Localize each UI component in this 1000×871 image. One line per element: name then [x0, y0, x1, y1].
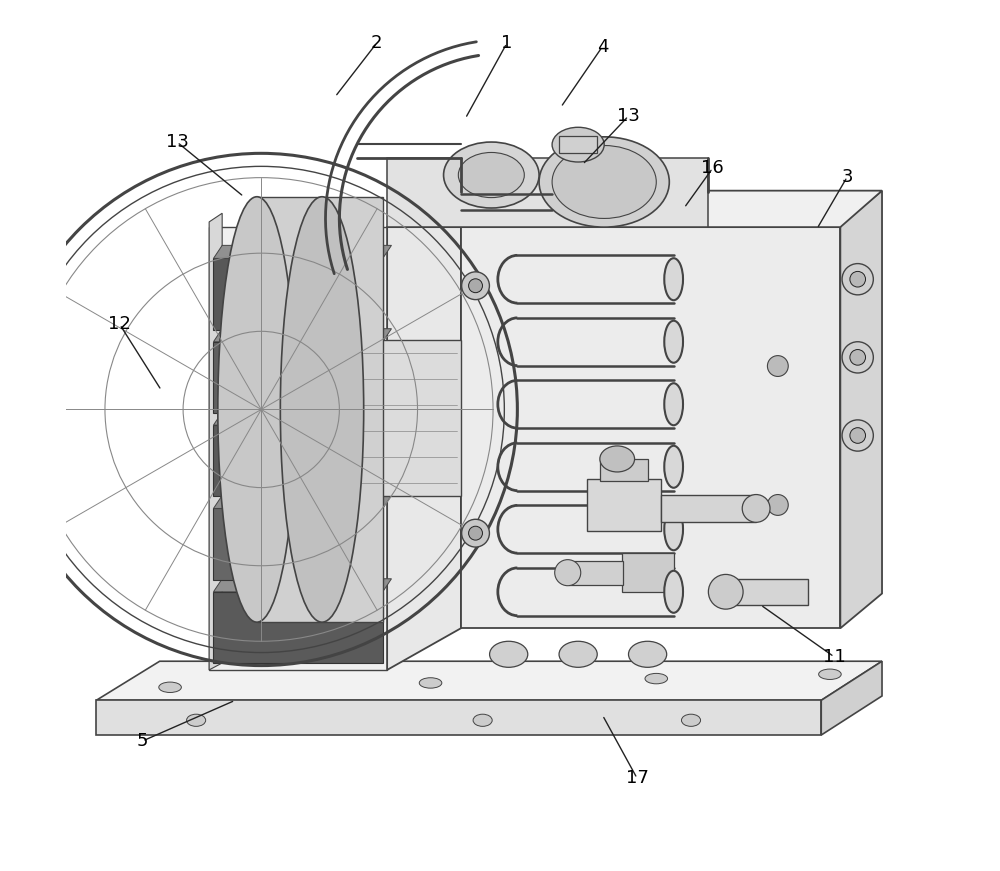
Bar: [587, 479, 661, 531]
Ellipse shape: [33, 519, 61, 547]
Ellipse shape: [555, 560, 581, 585]
Text: 13: 13: [617, 107, 640, 125]
Ellipse shape: [552, 145, 656, 219]
Ellipse shape: [664, 383, 683, 425]
Text: 17: 17: [626, 769, 649, 787]
Text: 3: 3: [842, 168, 853, 186]
Polygon shape: [213, 425, 383, 496]
Ellipse shape: [767, 495, 788, 516]
Polygon shape: [213, 412, 391, 425]
Ellipse shape: [462, 519, 489, 547]
Ellipse shape: [850, 272, 866, 287]
Polygon shape: [840, 191, 882, 628]
Ellipse shape: [40, 526, 54, 540]
Bar: [661, 495, 756, 523]
Ellipse shape: [218, 197, 296, 622]
Ellipse shape: [664, 258, 683, 300]
Bar: [622, 553, 674, 591]
Ellipse shape: [742, 495, 770, 523]
Text: 16: 16: [701, 159, 724, 177]
Ellipse shape: [664, 509, 683, 550]
Bar: [569, 561, 623, 584]
Ellipse shape: [552, 127, 604, 162]
Polygon shape: [213, 259, 383, 329]
Text: 12: 12: [108, 315, 131, 334]
Text: 1: 1: [501, 34, 513, 52]
Ellipse shape: [539, 137, 669, 227]
Ellipse shape: [33, 272, 61, 300]
Polygon shape: [96, 700, 821, 735]
Polygon shape: [213, 328, 391, 341]
Ellipse shape: [842, 264, 873, 295]
Text: 5: 5: [137, 733, 148, 750]
Polygon shape: [257, 197, 383, 622]
Polygon shape: [387, 184, 461, 670]
Ellipse shape: [419, 678, 442, 688]
Ellipse shape: [458, 152, 524, 198]
Bar: [559, 136, 597, 153]
Ellipse shape: [681, 714, 701, 726]
Ellipse shape: [280, 197, 364, 622]
Polygon shape: [213, 578, 391, 591]
Ellipse shape: [444, 142, 539, 208]
Polygon shape: [213, 341, 383, 413]
Text: 11: 11: [823, 648, 846, 666]
Polygon shape: [387, 158, 708, 227]
Polygon shape: [213, 246, 391, 259]
Bar: [600, 459, 648, 481]
Ellipse shape: [850, 349, 866, 365]
Ellipse shape: [159, 682, 181, 692]
Bar: [726, 578, 808, 604]
Polygon shape: [821, 661, 882, 735]
Ellipse shape: [187, 714, 206, 726]
Ellipse shape: [842, 420, 873, 451]
Polygon shape: [213, 509, 383, 579]
Polygon shape: [209, 227, 387, 670]
Ellipse shape: [708, 574, 743, 609]
Ellipse shape: [462, 272, 489, 300]
Text: 2: 2: [371, 34, 382, 52]
Ellipse shape: [842, 341, 873, 373]
Ellipse shape: [473, 714, 492, 726]
Polygon shape: [461, 226, 840, 628]
Polygon shape: [213, 496, 391, 509]
Ellipse shape: [850, 428, 866, 443]
Polygon shape: [357, 340, 461, 496]
Ellipse shape: [40, 279, 54, 293]
Text: 13: 13: [166, 133, 188, 151]
Polygon shape: [209, 213, 222, 670]
Polygon shape: [213, 591, 383, 663]
Ellipse shape: [469, 526, 482, 540]
Ellipse shape: [664, 571, 683, 613]
Ellipse shape: [819, 669, 841, 679]
Ellipse shape: [628, 641, 667, 667]
Ellipse shape: [664, 446, 683, 488]
Ellipse shape: [767, 355, 788, 376]
Ellipse shape: [645, 673, 668, 684]
Polygon shape: [96, 661, 882, 700]
Ellipse shape: [490, 641, 528, 667]
Text: 4: 4: [597, 37, 608, 56]
Ellipse shape: [469, 279, 482, 293]
Ellipse shape: [559, 641, 597, 667]
Polygon shape: [387, 191, 882, 227]
Ellipse shape: [600, 446, 635, 472]
Ellipse shape: [664, 321, 683, 362]
